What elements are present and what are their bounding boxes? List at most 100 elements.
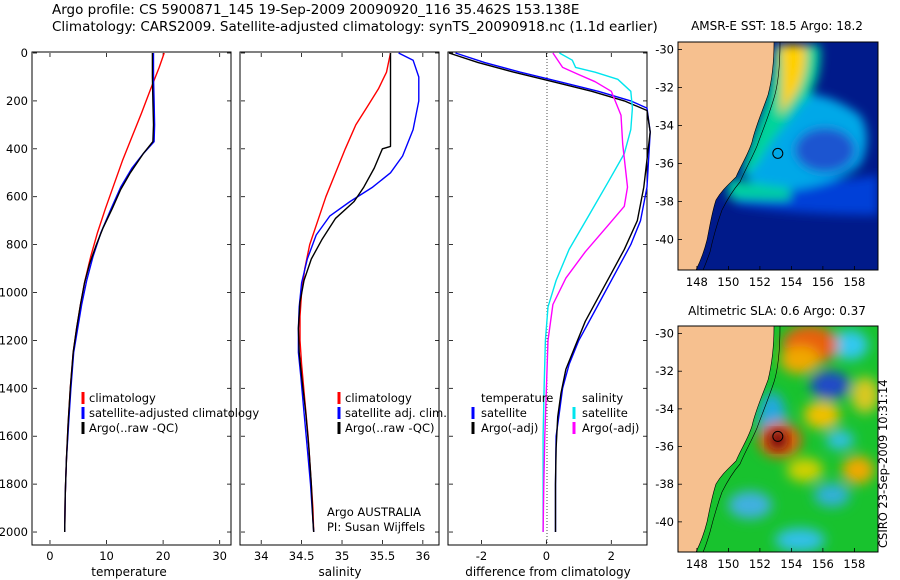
header-line-1: Argo profile: CS 5900871_145 19-Sep-2009… bbox=[52, 2, 580, 18]
legend-label-sal-satellite: satellite bbox=[582, 406, 628, 420]
legend-label-argo: Argo(..raw -QC) bbox=[89, 421, 179, 435]
sla-coastline bbox=[695, 326, 775, 552]
map-y-tick-label: -40 bbox=[655, 515, 674, 529]
map-x-tick-label: 152 bbox=[749, 275, 771, 289]
difference-axis-label: difference from climatology bbox=[465, 565, 631, 579]
y-tick-label: 2000 bbox=[0, 525, 28, 539]
sla-map-title: Altimetric SLA: 0.6 Argo: 0.37 bbox=[688, 304, 866, 318]
sst-map bbox=[678, 42, 878, 270]
y-tick-label: 1600 bbox=[0, 429, 28, 443]
map-x-tick-label: 154 bbox=[780, 275, 802, 289]
y-tick-label: 800 bbox=[6, 238, 28, 252]
sst-land bbox=[678, 42, 774, 270]
x-tick-label: 2 bbox=[608, 549, 615, 563]
map-y-tick-label: -34 bbox=[655, 119, 674, 133]
sla-low-south bbox=[728, 491, 772, 519]
map-x-tick-label: 158 bbox=[843, 557, 865, 571]
x-tick-label: 0 bbox=[543, 549, 550, 563]
map-x-tick-label: 148 bbox=[686, 557, 708, 571]
argo-location-marker bbox=[772, 430, 784, 442]
legend-label-temp-argo: Argo(-adj) bbox=[481, 421, 538, 435]
map-x-tick-label: 152 bbox=[749, 557, 771, 571]
x-tick-label: 35.5 bbox=[370, 549, 396, 563]
sst-coastline bbox=[695, 42, 775, 270]
sla-low-north bbox=[832, 330, 868, 360]
legend-label-climatology: climatology bbox=[89, 391, 156, 405]
map-y-tick-label: -40 bbox=[655, 233, 674, 247]
header-line-2: Climatology: CARS2009. Satellite-adjuste… bbox=[52, 19, 658, 35]
sst-isobath bbox=[702, 42, 781, 270]
salinity-plot-frame bbox=[239, 51, 440, 546]
sla-eddy-core bbox=[768, 430, 788, 450]
map-x-tick-label: 156 bbox=[812, 275, 834, 289]
y-tick-label: 1800 bbox=[0, 477, 28, 491]
series-line-blue bbox=[455, 52, 651, 532]
map-x-tick-label: 156 bbox=[812, 557, 834, 571]
legend-label-climatology: climatology bbox=[345, 391, 412, 405]
x-tick-label: -2 bbox=[476, 549, 487, 563]
sla-low-sw bbox=[826, 430, 854, 450]
legend-label-temp-satellite: satellite bbox=[481, 406, 527, 420]
legend-label-satellite: satellite adj. clim. bbox=[345, 406, 447, 420]
temperature-legend: climatology satellite-adjusted climatolo… bbox=[81, 391, 259, 435]
legend-heading-temperature: temperature bbox=[481, 391, 553, 405]
y-tick-label: 0 bbox=[21, 46, 28, 60]
sla-low-east bbox=[810, 371, 850, 399]
map-x-tick-label: 154 bbox=[780, 557, 802, 571]
y-tick-label: 200 bbox=[6, 94, 28, 108]
x-tick-label: 35 bbox=[335, 549, 350, 563]
temperature-axis-label: temperature bbox=[91, 565, 166, 579]
series-line-red bbox=[299, 52, 392, 533]
sst-shelf-green bbox=[728, 178, 790, 200]
map-y-tick-label: -30 bbox=[655, 327, 674, 341]
argo-location-marker bbox=[772, 147, 784, 159]
map-y-tick-label: -34 bbox=[655, 402, 674, 416]
x-tick-label: 20 bbox=[156, 549, 171, 563]
x-tick-label: 0 bbox=[46, 549, 53, 563]
sst-cool-band bbox=[735, 175, 878, 215]
x-tick-label: 34.5 bbox=[289, 549, 315, 563]
series-line-blue bbox=[297, 52, 420, 533]
y-tick-label: 1400 bbox=[0, 381, 28, 395]
map-y-tick-label: -36 bbox=[655, 440, 674, 454]
map-x-tick-label: 148 bbox=[686, 275, 708, 289]
credit-text: CSIRO 23-Sep-2009 10:31:14 bbox=[876, 379, 890, 548]
legend-label-argo: Argo(..raw -QC) bbox=[345, 421, 435, 435]
sla-high-se bbox=[842, 456, 874, 484]
salinity-legend: climatology satellite adj. clim. Argo(..… bbox=[337, 391, 447, 435]
difference-legend: temperature satellite Argo(-adj) salinit… bbox=[471, 391, 639, 435]
sla-land bbox=[678, 326, 774, 552]
map-x-tick-label: 158 bbox=[843, 275, 865, 289]
map-y-tick-label: -30 bbox=[655, 43, 674, 57]
series-line-red bbox=[64, 52, 165, 533]
sst-cool-eddy bbox=[795, 128, 855, 172]
map-y-tick-label: -32 bbox=[655, 364, 674, 378]
sla-high-mid bbox=[804, 401, 840, 429]
sst-map-frame bbox=[677, 41, 879, 271]
sla-low-south2 bbox=[814, 483, 850, 507]
series-line-black bbox=[297, 53, 392, 533]
difference-plot-frame bbox=[447, 51, 648, 546]
series-line-black bbox=[448, 52, 651, 532]
sla-map-frame bbox=[677, 325, 879, 553]
y-tick-label: 1000 bbox=[0, 286, 28, 300]
temperature-plot-frame bbox=[31, 51, 232, 546]
series-line-cyan bbox=[542, 52, 634, 532]
y-tick-label: 400 bbox=[6, 142, 28, 156]
sla-high-east bbox=[851, 377, 878, 413]
sla-high-north2 bbox=[780, 346, 820, 374]
map-y-tick-label: -38 bbox=[655, 477, 674, 491]
y-tick-label: 1200 bbox=[0, 333, 28, 347]
map-y-tick-label: -32 bbox=[655, 81, 674, 95]
map-y-tick-label: -36 bbox=[655, 157, 674, 171]
float-info-line-2: PI: Susan Wijffels bbox=[327, 520, 425, 534]
legend-label-satellite: satellite-adjusted climatology bbox=[89, 406, 259, 420]
salinity-axis-label: salinity bbox=[318, 565, 361, 579]
legend-label-sal-argo: Argo(-adj) bbox=[582, 421, 639, 435]
map-x-tick-label: 150 bbox=[717, 557, 739, 571]
sst-map-title: AMSR-E SST: 18.5 Argo: 18.2 bbox=[691, 19, 863, 33]
x-tick-label: 10 bbox=[99, 549, 114, 563]
sla-low-bottom bbox=[775, 528, 825, 552]
y-tick-label: 600 bbox=[6, 190, 28, 204]
